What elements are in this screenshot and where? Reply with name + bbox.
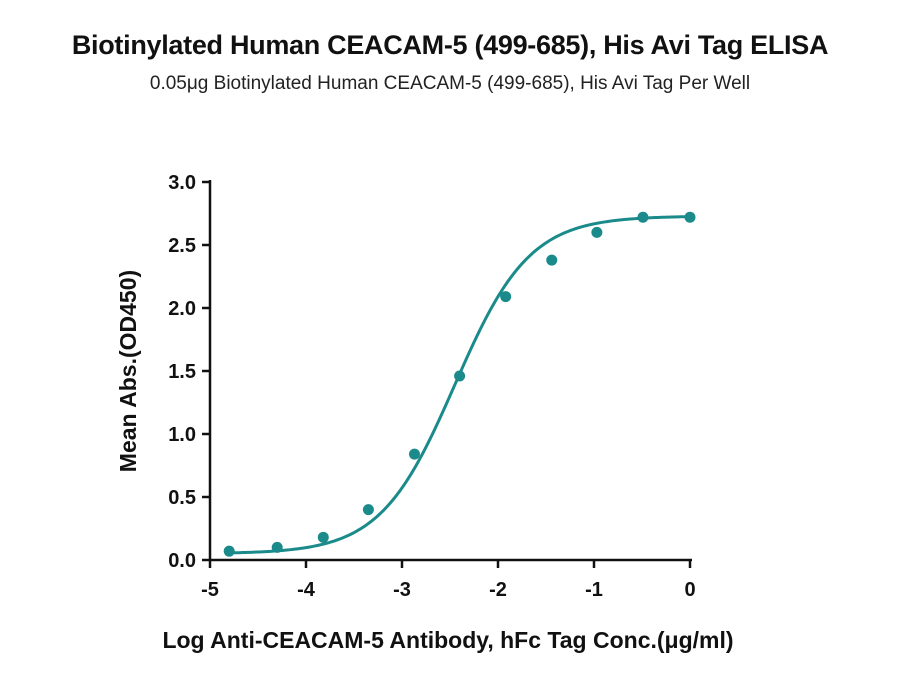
y-tick-label: 0.5 [168, 487, 196, 509]
y-tick-label: 1.0 [168, 424, 196, 446]
x-tick-label: -4 [297, 579, 316, 601]
y-tick-label: 3.0 [168, 172, 196, 194]
chart-subtitle: 0.05μg Biotinylated Human CEACAM-5 (499-… [149, 73, 751, 94]
data-point [500, 291, 512, 303]
data-points [223, 211, 696, 557]
data-point [546, 254, 558, 266]
x-axis-label: Log Anti-CEACAM-5 Antibody, hFc Tag Conc… [162, 627, 733, 653]
y-tick-label: 2.0 [168, 298, 196, 320]
y-axis-label: Mean Abs.(OD450) [115, 270, 141, 472]
fit-curve [229, 215, 691, 555]
data-point [637, 211, 649, 223]
axes: 0.0 0.5 1.0 1.5 2.0 2.5 3.0 -5 -4 -3 -2 -1 0 [168, 172, 695, 601]
x-tick-label: 0 [684, 579, 695, 601]
data-point [684, 211, 696, 223]
y-tick-label: 2.5 [168, 235, 196, 257]
x-tick-label: -1 [585, 579, 603, 601]
x-tick-label: -2 [489, 579, 507, 601]
data-point [362, 504, 374, 516]
data-point [408, 448, 420, 460]
data-point [454, 370, 466, 382]
y-tick-label: 1.5 [168, 361, 196, 383]
data-point [591, 226, 603, 238]
data-point [317, 531, 329, 543]
x-tick-label: -5 [201, 579, 219, 601]
data-point [223, 545, 235, 557]
chart-title: Biotinylated Human CEACAM-5 (499-685), H… [71, 30, 829, 60]
x-tick-label: -3 [393, 579, 411, 601]
fit-curve-layer [229, 215, 691, 555]
data-point [271, 541, 283, 553]
y-tick-label: 0.0 [168, 550, 196, 572]
